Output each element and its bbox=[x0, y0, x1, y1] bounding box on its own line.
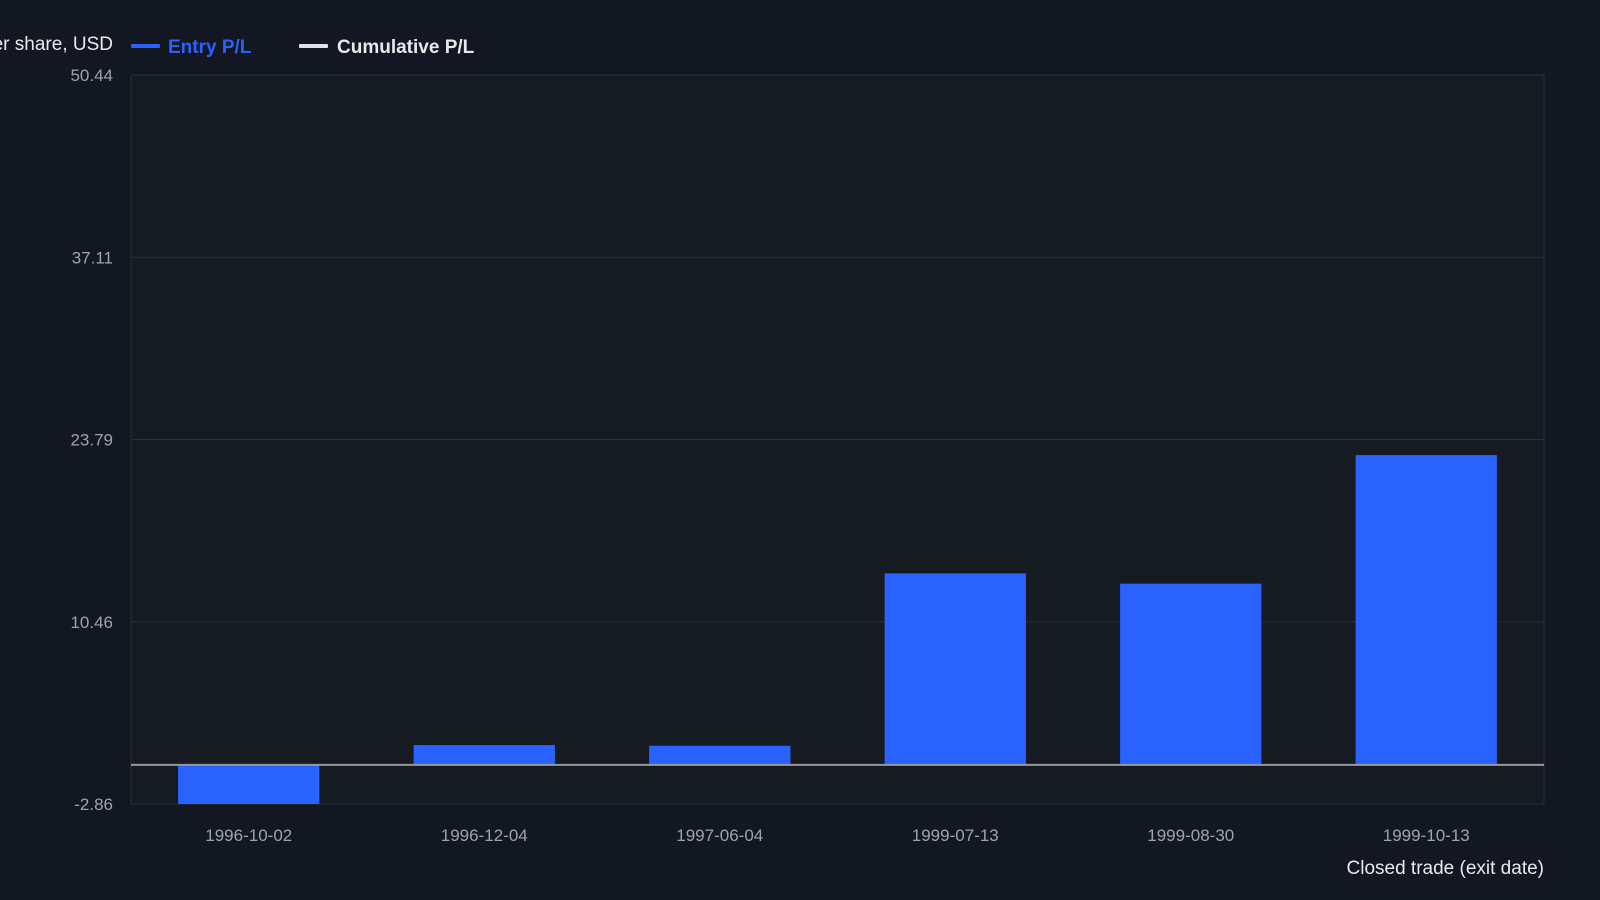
x-axis-ticks: 1996-10-02 1996-12-04 1997-06-04 1999-07-13… bbox=[205, 826, 1469, 845]
bar-1999-08-30[interactable] bbox=[1120, 584, 1261, 765]
x-tick-label: 1997-06-04 bbox=[676, 826, 763, 845]
legend-item-entry-pl[interactable]: Entry P/L bbox=[131, 37, 252, 58]
legend-label-entry-pl: Entry P/L bbox=[168, 37, 252, 58]
bar-1999-10-13[interactable] bbox=[1356, 455, 1497, 765]
bar-1999-07-13[interactable] bbox=[885, 573, 1026, 764]
legend-item-cumulative-pl[interactable]: Cumulative P/L bbox=[299, 37, 475, 58]
bar-1996-10-02[interactable] bbox=[178, 765, 319, 804]
legend-swatch-entry-pl bbox=[131, 44, 160, 48]
x-axis-title: Closed trade (exit date) bbox=[1347, 858, 1545, 879]
y-tick-label: -2.86 bbox=[74, 795, 113, 814]
y-tick-label: 37.11 bbox=[72, 248, 113, 267]
legend: Entry P/L Cumulative P/L bbox=[131, 37, 475, 58]
bar-1996-12-04[interactable] bbox=[414, 745, 555, 765]
y-axis-ticks: 50.44 37.11 23.79 10.46 -2.86 bbox=[70, 66, 113, 814]
x-tick-label: 1996-10-02 bbox=[205, 826, 292, 845]
y-tick-label: 50.44 bbox=[70, 66, 113, 85]
x-tick-label: 1999-08-30 bbox=[1147, 826, 1234, 845]
bar-1997-06-04[interactable] bbox=[649, 746, 790, 765]
x-tick-label: 1996-12-04 bbox=[441, 826, 528, 845]
y-tick-label: 10.46 bbox=[70, 613, 113, 632]
y-tick-label: 23.79 bbox=[70, 431, 113, 450]
legend-swatch-cumulative-pl bbox=[299, 44, 328, 48]
x-tick-label: 1999-07-13 bbox=[912, 826, 999, 845]
x-tick-label: 1999-10-13 bbox=[1383, 826, 1470, 845]
legend-label-cumulative-pl: Cumulative P/L bbox=[337, 37, 475, 58]
y-axis-title: P/L per share, USD bbox=[0, 34, 113, 55]
